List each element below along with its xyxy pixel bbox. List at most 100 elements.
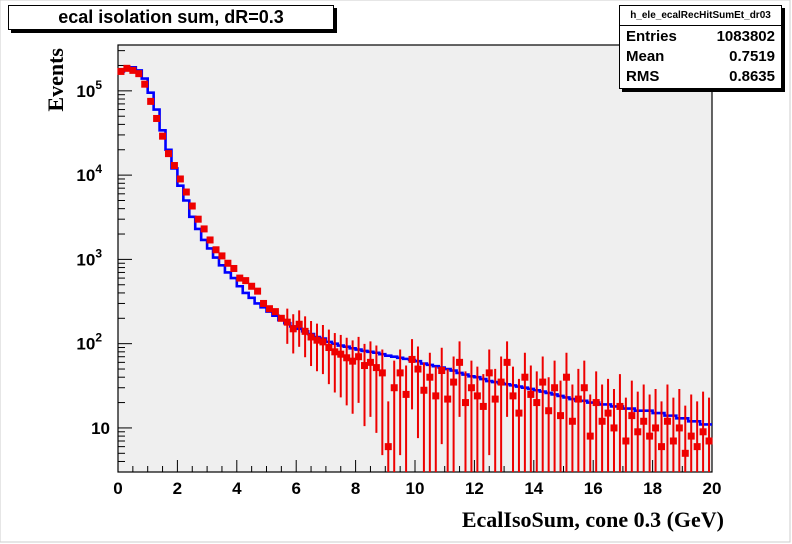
point-marker	[663, 417, 671, 425]
data-point	[265, 305, 273, 313]
point-marker	[135, 70, 143, 78]
data-point	[218, 252, 226, 260]
point-marker	[479, 402, 487, 410]
data-point	[170, 162, 178, 170]
x-tick-label: 0	[113, 479, 122, 498]
point-marker	[497, 378, 505, 386]
data-point	[586, 394, 594, 472]
data-point	[634, 391, 642, 472]
point-marker	[533, 399, 541, 407]
data-point	[283, 308, 291, 344]
point-marker	[467, 384, 475, 392]
data-point	[658, 401, 666, 472]
data-point	[545, 377, 553, 472]
data-point	[420, 362, 428, 472]
x-tick-label: 20	[703, 479, 722, 498]
point-marker	[681, 449, 689, 457]
data-point	[200, 225, 208, 233]
point-marker	[705, 437, 713, 445]
data-point	[485, 349, 493, 456]
point-marker	[194, 215, 202, 223]
point-marker	[355, 353, 363, 361]
stats-label: Mean	[626, 48, 665, 65]
point-marker	[580, 384, 588, 392]
point-marker	[283, 318, 291, 326]
point-marker	[153, 114, 161, 122]
point-marker	[539, 378, 547, 386]
x-tick-label: 10	[406, 479, 425, 498]
point-marker	[366, 358, 374, 366]
point-marker	[129, 66, 137, 74]
point-marker	[509, 392, 517, 400]
point-marker	[313, 336, 321, 344]
x-axis: 0 2 4 6 8 10 12 14 16 18 20	[113, 460, 721, 498]
data-point	[497, 356, 505, 472]
x-tick-label: 14	[524, 479, 543, 498]
data-point	[331, 333, 339, 393]
point-marker	[432, 392, 440, 400]
point-marker	[319, 338, 327, 346]
point-marker	[325, 344, 333, 352]
stats-row-mean: Mean 0.7519	[620, 46, 781, 66]
x-tick-label: 2	[173, 479, 182, 498]
data-point	[669, 397, 677, 472]
point-marker	[503, 358, 511, 366]
data-point	[319, 325, 327, 375]
x-tick-label: 18	[643, 479, 662, 498]
x-axis-title: EcalIsoSum, cone 0.3 (GeV)	[462, 507, 724, 532]
point-marker	[438, 367, 446, 375]
data-point	[396, 349, 404, 456]
data-point	[598, 384, 606, 472]
point-marker	[390, 384, 398, 392]
data-point	[414, 346, 422, 439]
point-marker	[289, 325, 297, 333]
stats-label: Entries	[626, 28, 677, 45]
point-marker	[622, 437, 630, 445]
data-point	[663, 384, 671, 472]
data-point	[343, 337, 351, 406]
point-marker	[372, 364, 380, 372]
point-marker	[557, 412, 565, 420]
point-marker	[200, 225, 208, 233]
data-point	[390, 360, 398, 472]
data-point	[176, 175, 184, 183]
data-point	[153, 114, 161, 122]
data-point	[337, 334, 345, 398]
data-point	[117, 67, 125, 75]
point-marker	[610, 424, 618, 432]
stats-row-rms: RMS 0.8635	[620, 66, 781, 86]
data-point	[349, 340, 357, 414]
data-point	[699, 391, 707, 472]
data-point	[562, 352, 570, 472]
data-point	[313, 323, 321, 372]
point-marker	[248, 282, 256, 290]
data-point	[378, 349, 386, 456]
point-marker	[616, 402, 624, 410]
stats-value: 0.7519	[729, 48, 775, 65]
point-marker	[349, 357, 357, 365]
point-marker	[141, 80, 149, 88]
point-marker	[586, 432, 594, 440]
point-marker	[491, 395, 499, 403]
stats-label: RMS	[626, 68, 660, 85]
x-tick-label: 16	[584, 479, 603, 498]
data-point	[408, 339, 416, 410]
point-marker	[420, 386, 428, 394]
data-point	[491, 368, 499, 472]
data-point	[325, 329, 333, 385]
point-marker	[378, 369, 386, 377]
x-tick-label: 6	[291, 479, 300, 498]
point-marker	[331, 348, 339, 356]
data-point	[438, 347, 446, 445]
data-point	[307, 321, 315, 367]
point-marker	[521, 373, 529, 381]
point-marker	[271, 308, 279, 316]
point-marker	[669, 437, 677, 445]
y-tick-label: 10	[91, 419, 110, 438]
point-marker	[592, 399, 600, 407]
point-marker	[218, 252, 226, 260]
point-marker	[159, 132, 167, 140]
data-point	[366, 341, 374, 417]
x-tick-label: 8	[351, 479, 360, 498]
point-marker	[628, 412, 636, 420]
